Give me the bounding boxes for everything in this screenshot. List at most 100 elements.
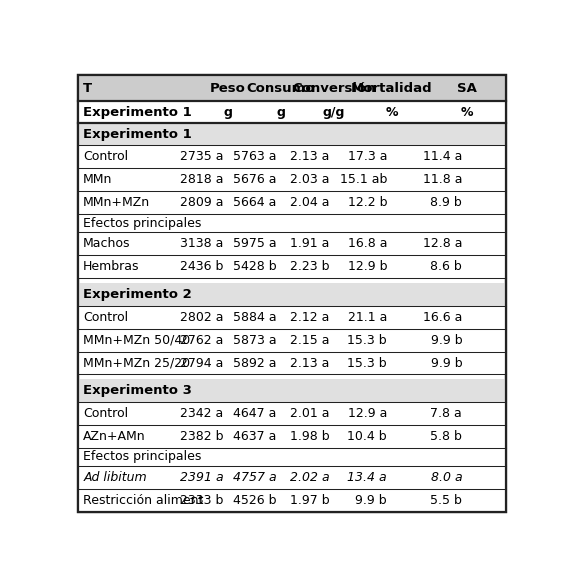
Text: 2.23 b: 2.23 b <box>290 260 329 273</box>
Text: 8.0 a: 8.0 a <box>430 471 462 484</box>
Text: Ad libitum: Ad libitum <box>83 471 147 484</box>
Text: 2794 a: 2794 a <box>180 357 223 370</box>
Text: Experimento 3: Experimento 3 <box>83 384 192 397</box>
Text: 3138 a: 3138 a <box>180 237 223 250</box>
Text: Peso: Peso <box>210 82 246 95</box>
Text: 7.8 a: 7.8 a <box>430 407 462 420</box>
Text: 2818 a: 2818 a <box>180 173 223 187</box>
Text: 5428 b: 5428 b <box>233 260 276 273</box>
Text: 4526 b: 4526 b <box>233 494 276 507</box>
Text: 2.12 a: 2.12 a <box>290 311 329 324</box>
Text: 2333 b: 2333 b <box>180 494 223 507</box>
Text: 13.4 a: 13.4 a <box>348 471 387 484</box>
FancyBboxPatch shape <box>78 255 506 278</box>
Text: 9.9 b: 9.9 b <box>430 357 462 370</box>
Text: MMn: MMn <box>83 173 112 187</box>
Text: MMn+MZn: MMn+MZn <box>83 196 150 209</box>
Text: 2342 a: 2342 a <box>180 407 223 420</box>
FancyBboxPatch shape <box>78 448 506 466</box>
Text: g: g <box>223 106 233 119</box>
Text: 16.6 a: 16.6 a <box>423 311 462 324</box>
Text: 4757 a: 4757 a <box>233 471 276 484</box>
Text: Efectos principales: Efectos principales <box>83 217 202 230</box>
Text: 2.13 a: 2.13 a <box>290 357 329 370</box>
Text: 5892 a: 5892 a <box>233 357 276 370</box>
Text: 15.1 ab: 15.1 ab <box>340 173 387 187</box>
Text: AZn+AMn: AZn+AMn <box>83 430 146 443</box>
Text: 2.04 a: 2.04 a <box>290 196 329 209</box>
FancyBboxPatch shape <box>78 329 506 352</box>
Text: 8.9 b: 8.9 b <box>430 196 462 209</box>
Text: 12.9 b: 12.9 b <box>348 260 387 273</box>
Text: 2802 a: 2802 a <box>180 311 223 324</box>
FancyBboxPatch shape <box>78 75 506 512</box>
Text: 2436 b: 2436 b <box>180 260 223 273</box>
Text: 2.01 a: 2.01 a <box>290 407 329 420</box>
Text: 15.3 b: 15.3 b <box>348 333 387 346</box>
Text: SA: SA <box>457 82 477 95</box>
Text: 5.5 b: 5.5 b <box>430 494 462 507</box>
Text: Efectos principales: Efectos principales <box>83 450 202 463</box>
Text: Machos: Machos <box>83 237 131 250</box>
Text: 4647 a: 4647 a <box>233 407 276 420</box>
FancyBboxPatch shape <box>78 214 506 232</box>
FancyBboxPatch shape <box>78 402 506 425</box>
Text: 11.8 a: 11.8 a <box>423 173 462 187</box>
FancyBboxPatch shape <box>78 145 506 168</box>
Text: 21.1 a: 21.1 a <box>348 311 387 324</box>
Text: Mortalidad: Mortalidad <box>351 82 432 95</box>
FancyBboxPatch shape <box>78 283 506 306</box>
FancyBboxPatch shape <box>78 379 506 402</box>
Text: 12.8 a: 12.8 a <box>423 237 462 250</box>
Text: 16.8 a: 16.8 a <box>348 237 387 250</box>
Text: 8.6 b: 8.6 b <box>430 260 462 273</box>
Text: Experimento 1: Experimento 1 <box>83 106 192 119</box>
Text: 1.98 b: 1.98 b <box>290 430 329 443</box>
Text: 5975 a: 5975 a <box>233 237 276 250</box>
FancyBboxPatch shape <box>78 306 506 329</box>
Text: %: % <box>461 106 473 119</box>
FancyBboxPatch shape <box>78 123 506 145</box>
Text: 2735 a: 2735 a <box>180 150 223 163</box>
FancyBboxPatch shape <box>78 191 506 214</box>
Text: 9.9 b: 9.9 b <box>356 494 387 507</box>
Text: 15.3 b: 15.3 b <box>348 357 387 370</box>
Text: %: % <box>385 106 398 119</box>
Text: 2809 a: 2809 a <box>180 196 223 209</box>
FancyBboxPatch shape <box>78 466 506 489</box>
Text: 5763 a: 5763 a <box>233 150 276 163</box>
Text: 10.4 b: 10.4 b <box>348 430 387 443</box>
Text: 4637 a: 4637 a <box>233 430 276 443</box>
Text: 17.3 a: 17.3 a <box>348 150 387 163</box>
Text: g: g <box>276 106 286 119</box>
FancyBboxPatch shape <box>78 102 506 123</box>
Text: 5664 a: 5664 a <box>233 196 276 209</box>
Text: Restricción aliment: Restricción aliment <box>83 494 203 507</box>
Text: Control: Control <box>83 311 128 324</box>
Text: Conversión: Conversión <box>292 82 376 95</box>
Text: g/g: g/g <box>323 106 345 119</box>
Text: 12.9 a: 12.9 a <box>348 407 387 420</box>
FancyBboxPatch shape <box>78 75 506 102</box>
Text: MMn+MZn 25/20: MMn+MZn 25/20 <box>83 357 190 370</box>
Text: 2.13 a: 2.13 a <box>290 150 329 163</box>
Text: 5676 a: 5676 a <box>233 173 276 187</box>
Text: 1.97 b: 1.97 b <box>290 494 329 507</box>
Text: 5873 a: 5873 a <box>233 333 276 346</box>
Text: 2762 a: 2762 a <box>180 333 223 346</box>
Text: MMn+MZn 50/40: MMn+MZn 50/40 <box>83 333 190 346</box>
FancyBboxPatch shape <box>78 352 506 375</box>
Text: T: T <box>83 82 92 95</box>
Text: 2.03 a: 2.03 a <box>290 173 329 187</box>
Text: 12.2 b: 12.2 b <box>348 196 387 209</box>
Text: 2391 a: 2391 a <box>180 471 223 484</box>
Text: 11.4 a: 11.4 a <box>423 150 462 163</box>
FancyBboxPatch shape <box>78 489 506 512</box>
Text: 2.15 a: 2.15 a <box>290 333 329 346</box>
FancyBboxPatch shape <box>78 232 506 255</box>
Text: Hembras: Hembras <box>83 260 140 273</box>
Text: 5884 a: 5884 a <box>233 311 276 324</box>
Text: Experimento 1: Experimento 1 <box>83 128 192 141</box>
Text: Experimento 2: Experimento 2 <box>83 288 192 301</box>
Text: 5.8 b: 5.8 b <box>430 430 462 443</box>
